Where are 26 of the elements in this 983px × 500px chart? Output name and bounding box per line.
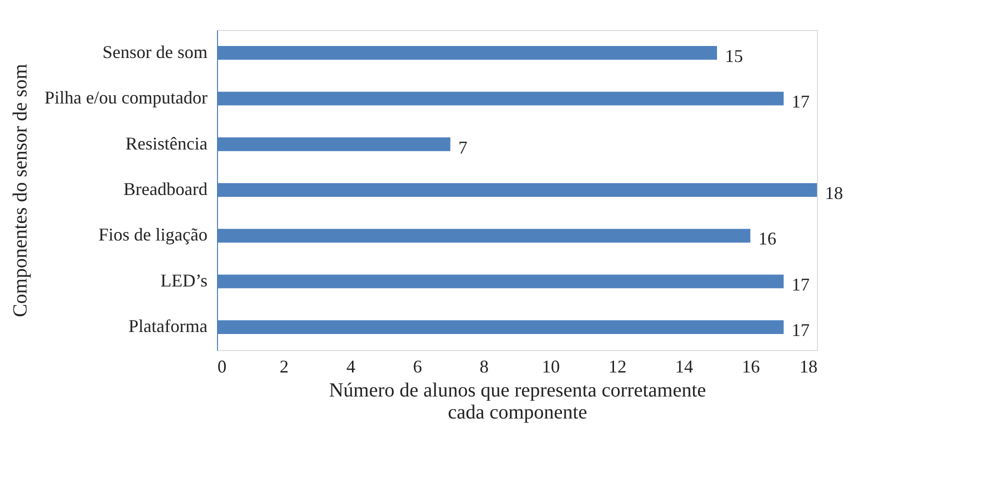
data-label: 17: [792, 320, 810, 340]
data-label: 16: [758, 228, 776, 249]
y-tick-label: Fios de ligação: [98, 224, 208, 245]
x-tick-label: 6: [413, 356, 422, 376]
x-tick-label: 0: [218, 356, 226, 376]
data-label: 7: [458, 137, 468, 158]
data-label: 17: [792, 92, 810, 112]
data-label: 17: [792, 274, 810, 294]
x-axis-title: Número de alunos que representa corretamente cada componente: [328, 380, 706, 424]
x-tick-label: 16: [742, 356, 760, 376]
y-tick-label: Pilha e/ou computador: [44, 88, 208, 108]
x-tick-label: 18: [800, 356, 818, 376]
x-tick-label: 2: [280, 356, 289, 376]
y-axis-title: Componentes do sensor de som: [10, 63, 32, 318]
data-label: 15: [725, 46, 743, 66]
x-tick-label: 12: [608, 356, 626, 376]
y-tick-label: Breadboard: [124, 179, 208, 199]
x-tick-label: 8: [480, 356, 489, 376]
data-label: 18: [825, 183, 843, 203]
x-tick-label: 14: [675, 356, 694, 376]
y-tick-label: Sensor de som: [102, 42, 208, 62]
y-tick-label: Plataforma: [128, 316, 208, 336]
y-tick-label: LED’s: [160, 270, 208, 290]
x-tick-label: 4: [346, 356, 356, 376]
y-tick-label: Resistência: [126, 133, 208, 154]
x-tick-label: 10: [542, 356, 560, 376]
